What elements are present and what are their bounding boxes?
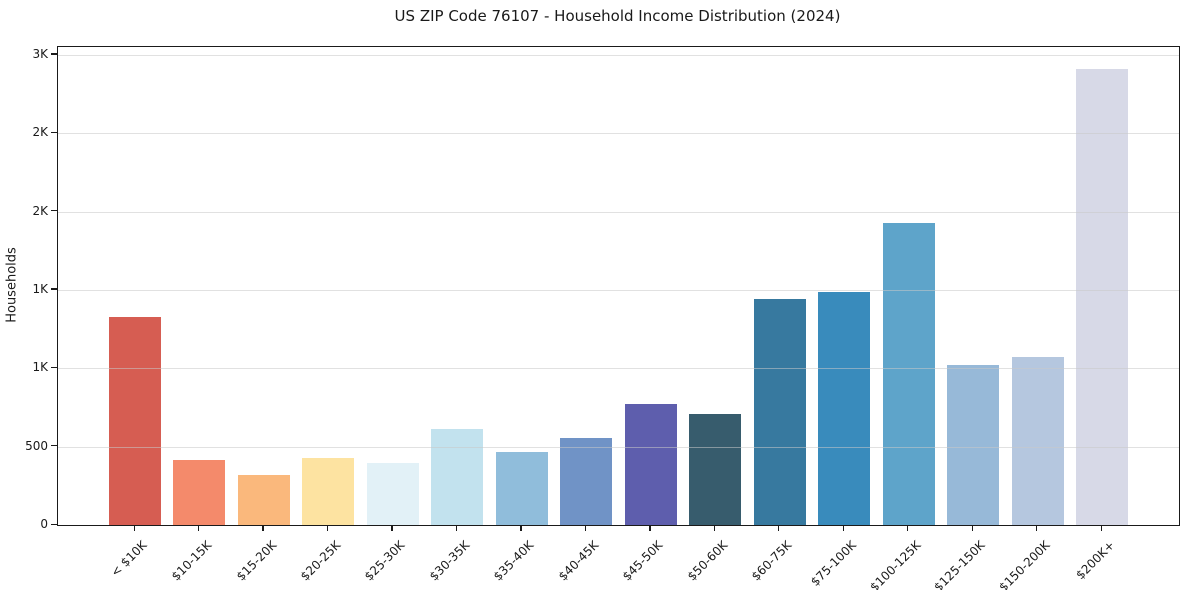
x-tick-label-50-60k: $50-60K (684, 538, 731, 584)
x-tick-mark (971, 525, 973, 531)
gridline-500 (58, 446, 1179, 448)
bar-60-75k (753, 298, 806, 525)
bar-45-50k (624, 404, 677, 525)
y-tick-mark (51, 288, 57, 290)
x-tick-label-30-35k: $30-35K (426, 538, 473, 584)
bar-15-20k (237, 474, 290, 525)
gridline-2000 (58, 211, 1179, 213)
y-tick-label-3000: 3K (32, 46, 48, 61)
x-tick-label-40-45k: $40-45K (555, 538, 602, 584)
x-tick-mark (907, 525, 909, 531)
x-tick-mark (584, 525, 587, 531)
x-tick-mark (133, 525, 135, 531)
x-tick-mark (455, 525, 458, 531)
gridline-1000 (58, 368, 1179, 370)
y-tick-label-1000: 1K (32, 360, 48, 375)
y-tick-label-2500: 2K (32, 125, 48, 140)
y-tick-label-0: 0 (40, 517, 48, 531)
gridline-1500 (58, 289, 1179, 292)
bar-35-40k (495, 452, 548, 525)
gridline-3000 (58, 54, 1179, 57)
x-tick-label-75-100k: $75-100K (808, 538, 860, 589)
x-tick-mark (520, 525, 522, 531)
x-tick-mark (649, 525, 651, 531)
x-tick-mark (197, 525, 200, 531)
bar-200k (1076, 68, 1128, 525)
bar-75-100k (818, 291, 871, 525)
bar-40-45k (560, 438, 613, 525)
x-tick-mark (1036, 525, 1038, 531)
x-tick-label-150-200k: $150-200K (996, 538, 1053, 590)
x-tick-label-20-25k: $20-25K (297, 538, 344, 584)
x-tick-label-10k: < $10K (108, 538, 150, 580)
x-tick-mark (778, 525, 780, 531)
x-tick-label-10-15k: $10-15K (168, 538, 215, 584)
x-tick-label-200k: $200K+ (1072, 538, 1117, 583)
y-tick-mark (51, 445, 57, 447)
y-tick-mark (51, 53, 57, 55)
x-tick-label-45-50k: $45-50K (620, 538, 666, 584)
y-tick-mark (51, 523, 57, 525)
x-tick-mark (326, 525, 329, 531)
bar-10-15k (173, 459, 226, 525)
y-tick-label-2000: 2K (32, 203, 48, 218)
x-tick-mark (1100, 525, 1102, 531)
bar-150-200k (1011, 356, 1064, 525)
bar-10k (109, 316, 161, 525)
y-tick-mark (51, 131, 57, 133)
bar-20-25k (302, 458, 355, 525)
bar-25-30k (366, 463, 419, 525)
bar-100-125k (882, 222, 935, 525)
y-tick-label-1500: 1K (32, 281, 48, 296)
bar-50-60k (689, 413, 742, 525)
x-tick-mark (391, 525, 393, 531)
y-tick-label-500: 500 (25, 438, 48, 453)
x-tick-label-125-150k: $125-150K (931, 538, 988, 590)
y-tick-mark (51, 210, 57, 212)
x-tick-label-60-75k: $60-75K (749, 538, 795, 584)
x-tick-label-100-125k: $100-125K (867, 538, 924, 590)
x-tick-mark (713, 525, 715, 531)
x-tick-mark (262, 525, 264, 531)
plot-area (57, 46, 1180, 526)
bar-30-35k (431, 428, 484, 525)
x-tick-label-35-40k: $35-40K (491, 538, 537, 584)
bar-125-150k (947, 365, 1000, 525)
x-tick-mark (842, 525, 844, 531)
chart-title: US ZIP Code 76107 - Household Income Dis… (394, 7, 841, 25)
y-tick-mark (51, 366, 57, 369)
gridline-2500 (58, 133, 1179, 135)
x-tick-label-15-20k: $15-20K (233, 538, 279, 584)
x-tick-label-25-30k: $25-30K (362, 538, 408, 584)
